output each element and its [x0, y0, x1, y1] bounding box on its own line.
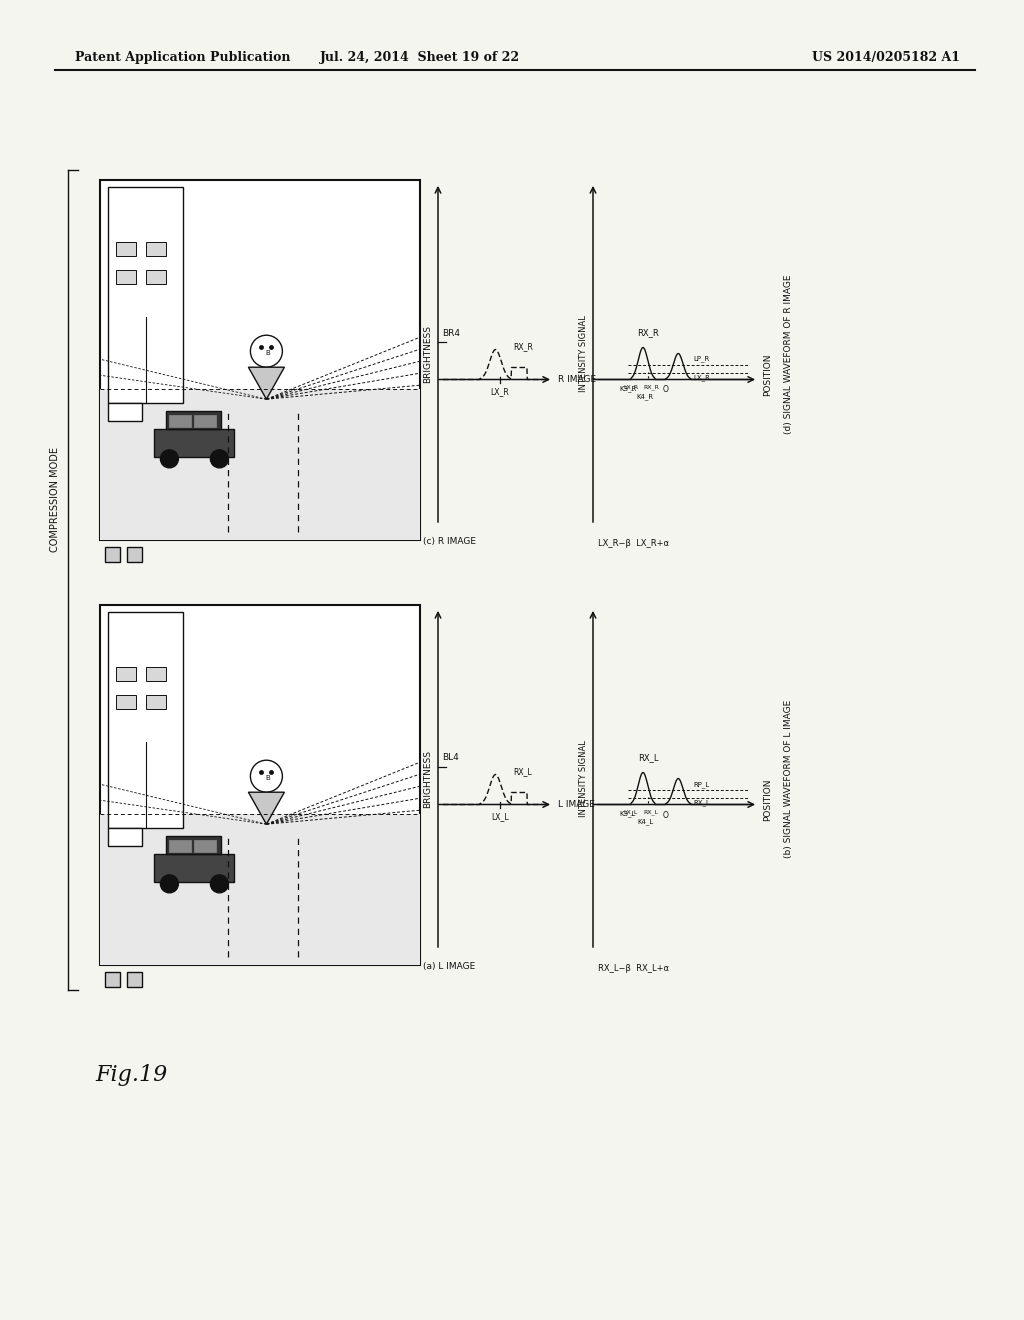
Bar — [155, 429, 234, 457]
Text: BR4: BR4 — [442, 329, 460, 338]
Polygon shape — [249, 367, 285, 399]
Text: O: O — [663, 810, 669, 820]
Text: INTENSITY SIGNAL: INTENSITY SIGNAL — [579, 315, 588, 392]
Text: POSITION: POSITION — [763, 779, 772, 821]
Text: LX_R: LX_R — [693, 375, 710, 381]
Text: B: B — [265, 350, 269, 356]
Bar — [105, 546, 120, 562]
Bar — [146, 243, 166, 256]
Text: K3_R: K3_R — [620, 385, 637, 392]
Circle shape — [161, 450, 178, 467]
Bar — [169, 414, 191, 426]
Text: (c) R IMAGE: (c) R IMAGE — [423, 537, 476, 546]
Bar — [108, 403, 141, 421]
Text: K3_L: K3_L — [620, 810, 636, 817]
Bar — [166, 836, 221, 854]
Bar — [116, 696, 136, 709]
Bar — [116, 243, 136, 256]
Text: BL4: BL4 — [442, 754, 459, 763]
Text: L IMAGE: L IMAGE — [558, 800, 595, 809]
Text: RX_L: RX_L — [693, 800, 710, 807]
Text: (b) SIGNAL WAVEFORM OF L IMAGE: (b) SIGNAL WAVEFORM OF L IMAGE — [783, 700, 793, 858]
Bar — [127, 546, 142, 562]
Text: Fig.19: Fig.19 — [95, 1064, 167, 1086]
Bar — [116, 668, 136, 681]
Bar — [105, 972, 120, 987]
Text: Patent Application Publication: Patent Application Publication — [75, 51, 291, 65]
Text: B: B — [265, 775, 269, 781]
Bar — [116, 271, 136, 284]
Circle shape — [251, 760, 283, 792]
Text: US 2014/0205182 A1: US 2014/0205182 A1 — [812, 51, 961, 65]
Bar — [100, 180, 420, 540]
Bar — [127, 972, 142, 987]
Bar — [155, 854, 234, 882]
Bar — [195, 840, 216, 851]
Text: K4_R: K4_R — [637, 393, 653, 400]
Bar — [100, 605, 420, 965]
Text: Jul. 24, 2014  Sheet 19 of 22: Jul. 24, 2014 Sheet 19 of 22 — [319, 51, 520, 65]
Text: POSITION: POSITION — [763, 354, 772, 396]
Text: BRIGHTNESS: BRIGHTNESS — [424, 750, 432, 808]
Text: RX_L: RX_L — [514, 767, 532, 776]
Text: LX_L: LX_L — [492, 813, 509, 821]
Text: LX_R−β  LX_R+α: LX_R−β LX_R+α — [598, 539, 669, 548]
Bar — [169, 840, 191, 851]
Bar — [108, 828, 141, 846]
Text: LP_R: LP_R — [693, 356, 710, 363]
Text: RX_L: RX_L — [643, 809, 658, 816]
Bar — [146, 271, 166, 284]
Text: O: O — [663, 385, 669, 395]
Circle shape — [161, 875, 178, 892]
Polygon shape — [249, 792, 285, 824]
Text: LX_R: LX_R — [490, 388, 509, 396]
Bar — [108, 612, 183, 828]
Text: RX_L: RX_L — [638, 754, 658, 763]
Text: COMPRESSION MODE: COMPRESSION MODE — [50, 447, 60, 553]
Bar — [100, 389, 420, 540]
Text: RP_L: RP_L — [693, 780, 710, 788]
Text: (a) L IMAGE: (a) L IMAGE — [423, 962, 475, 972]
Text: RX_R: RX_R — [637, 329, 658, 338]
Text: INTENSITY SIGNAL: INTENSITY SIGNAL — [579, 741, 588, 817]
Text: R IMAGE: R IMAGE — [558, 375, 596, 384]
Bar — [100, 814, 420, 965]
Text: RX_R: RX_R — [513, 342, 532, 351]
Bar — [108, 187, 183, 403]
Text: LX_R: LX_R — [624, 384, 639, 391]
Text: (d) SIGNAL WAVEFORM OF R IMAGE: (d) SIGNAL WAVEFORM OF R IMAGE — [783, 275, 793, 434]
Text: RX_L−β  RX_L+α: RX_L−β RX_L+α — [598, 964, 669, 973]
Bar — [146, 696, 166, 709]
Circle shape — [210, 875, 228, 892]
Text: LX_L: LX_L — [624, 809, 638, 816]
Bar — [166, 411, 221, 429]
Circle shape — [251, 335, 283, 367]
Bar — [195, 414, 216, 426]
Text: K4_L: K4_L — [637, 818, 653, 825]
Text: RX_R: RX_R — [643, 384, 658, 391]
Bar — [146, 668, 166, 681]
Text: BRIGHTNESS: BRIGHTNESS — [424, 325, 432, 383]
Circle shape — [210, 450, 228, 467]
